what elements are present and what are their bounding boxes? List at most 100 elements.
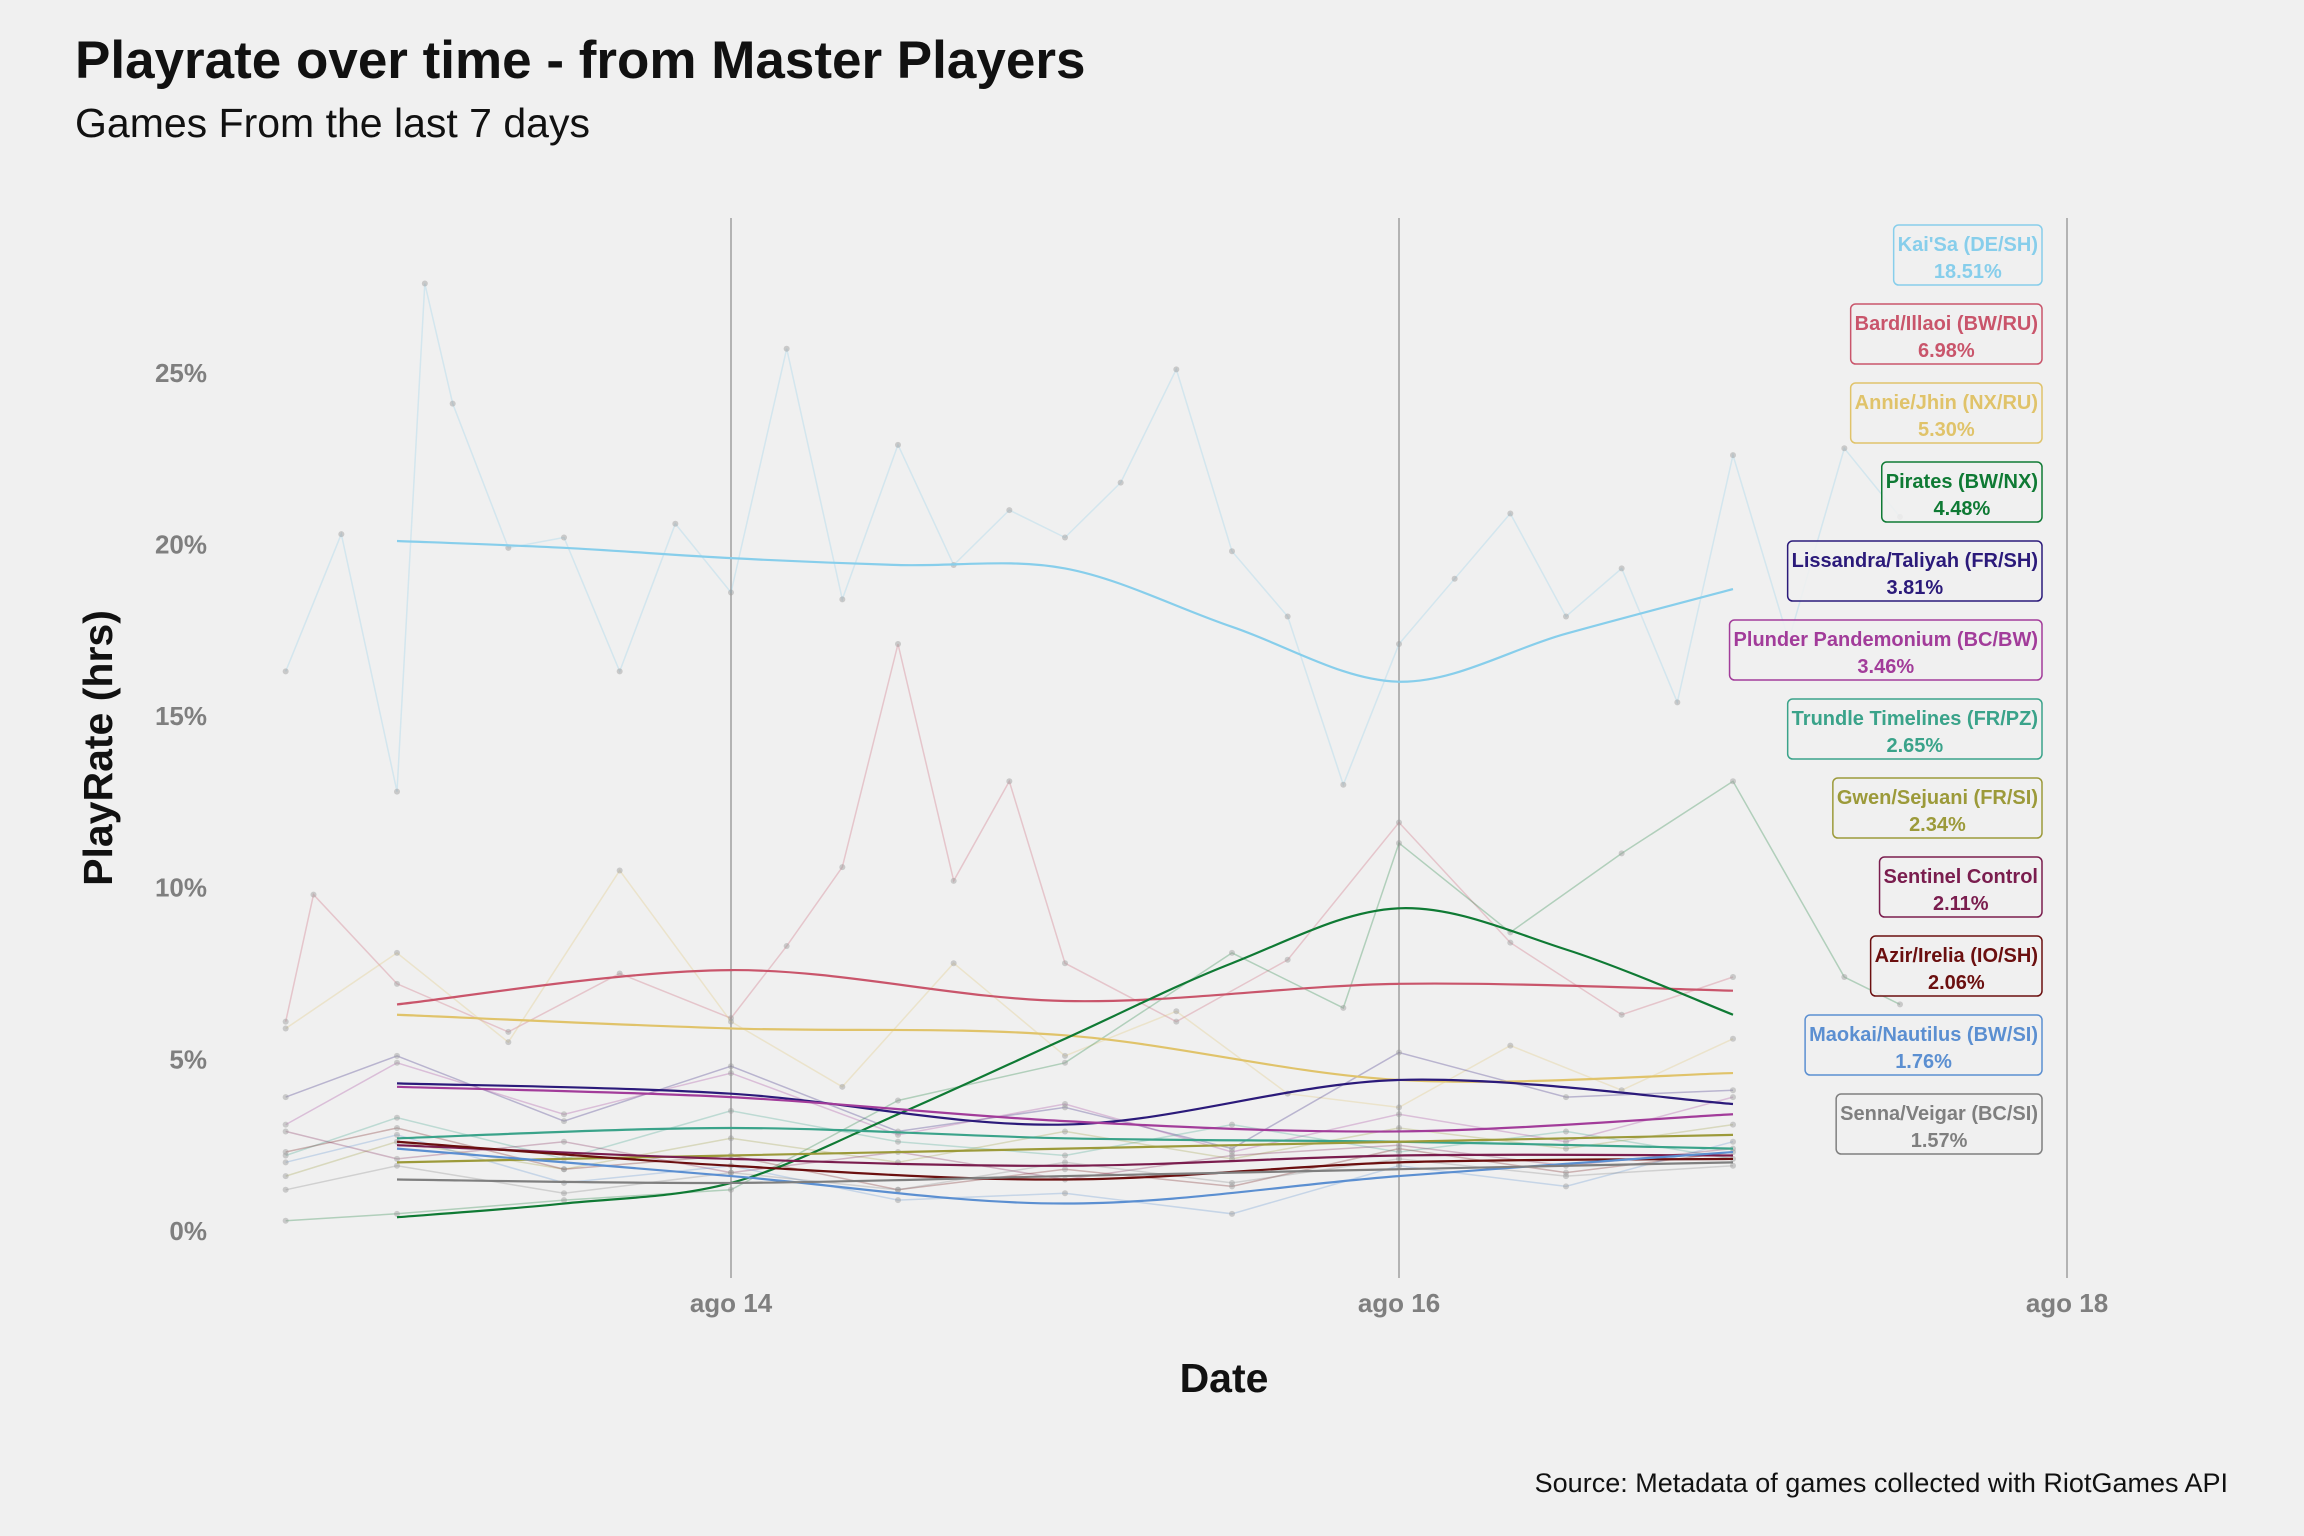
raw-point [728, 1015, 734, 1022]
raw-point [728, 1169, 734, 1176]
raw-point [1062, 1128, 1068, 1135]
raw-point [728, 1070, 734, 1077]
raw-point [1730, 1121, 1736, 1128]
raw-point [449, 400, 456, 407]
raw-point [839, 596, 846, 603]
raw-point [1396, 1149, 1402, 1156]
series-trend-line [396, 907, 1734, 1219]
grid-lines [730, 218, 2068, 1278]
raw-point [895, 1186, 901, 1193]
raw-point [728, 1135, 734, 1142]
series-trend-line [396, 1078, 1734, 1126]
raw-point [1618, 565, 1625, 572]
raw-point [282, 1025, 289, 1032]
raw-point [1173, 1008, 1180, 1015]
series-label: Bard/Illaoi (BW/RU) 6.98% [1849, 303, 2043, 365]
raw-point [1062, 1052, 1068, 1059]
raw-point [1229, 1210, 1235, 1217]
series-label-box [1835, 1093, 2043, 1155]
raw-point [1563, 1128, 1569, 1135]
raw-point [1396, 840, 1402, 847]
raw-series-line [285, 1110, 1734, 1160]
chart-caption: Source: Metadata of games collected with… [1534, 1468, 2228, 1498]
raw-point [1897, 1001, 1903, 1008]
raw-point [561, 1118, 567, 1125]
series-trend-line [396, 1161, 1734, 1185]
smooth-series-layer [396, 539, 1734, 1219]
raw-point [895, 1097, 901, 1104]
series-trend-line [396, 1013, 1734, 1083]
series-label-box [1878, 856, 2043, 918]
raw-point [1730, 452, 1736, 459]
series-trend-line [396, 1144, 1734, 1167]
raw-point [394, 1052, 400, 1059]
raw-point [394, 1125, 400, 1132]
y-tick-label: 15% [155, 701, 207, 731]
series-label-value: 18.51% [1934, 261, 2002, 283]
raw-point [338, 531, 345, 538]
series-label-box [1869, 935, 2043, 997]
raw-point [394, 1131, 400, 1138]
series-label: Plunder Pandemonium (BC/BW) 3.46% [1728, 619, 2043, 681]
raw-point [783, 943, 790, 950]
raw-point [1006, 778, 1013, 785]
series-label-name: Trundle Timelines (FR/PZ) [1792, 708, 2038, 730]
x-tick-label: ago 14 [690, 1288, 773, 1318]
raw-point [1229, 1183, 1235, 1190]
raw-point [616, 867, 623, 874]
series-label-value: 5.30% [1918, 419, 1975, 441]
raw-point [728, 1169, 734, 1176]
x-tick-label: ago 18 [2026, 1288, 2108, 1318]
raw-point [1340, 781, 1347, 788]
raw-point [1451, 575, 1458, 582]
series-label-value: 3.46% [1857, 656, 1914, 678]
raw-point [1563, 1145, 1569, 1152]
raw-point [394, 1114, 400, 1121]
raw-point [1396, 1125, 1402, 1132]
chart-subtitle: Games From the last 7 days [75, 100, 590, 146]
raw-point [1284, 613, 1291, 620]
series-label-box [1804, 1014, 2043, 1076]
raw-point [1173, 366, 1180, 373]
raw-point [505, 1028, 512, 1035]
series-trend-line [396, 1126, 1734, 1150]
series-label: Annie/Jhin (NX/RU) 5.30% [1849, 382, 2043, 444]
series-trend-line [396, 539, 1734, 683]
series-label-box [1832, 777, 2043, 839]
series-label-box [1849, 382, 2043, 444]
series-label-name: Gwen/Sejuani (FR/SI) [1837, 787, 2038, 809]
raw-point [839, 864, 846, 871]
raw-point [561, 1138, 567, 1145]
series-label-value: 2.34% [1909, 814, 1966, 836]
raw-point [1062, 1104, 1068, 1111]
raw-point [1507, 1042, 1514, 1049]
raw-point [1396, 1162, 1402, 1169]
raw-series-line [285, 869, 1734, 1109]
raw-point [783, 345, 790, 352]
series-end-labels: Kai'Sa (DE/SH) 18.51% Bard/Illaoi (BW/RU) 6… [1728, 224, 2043, 1155]
raw-point [1062, 1159, 1068, 1166]
raw-point [282, 1128, 289, 1135]
x-axis-title: Date [1180, 1355, 1269, 1401]
raw-point [1006, 507, 1013, 514]
series-label-box [1892, 224, 2043, 286]
series-label-value: 3.81% [1886, 577, 1943, 599]
raw-point [561, 1166, 567, 1173]
raw-point [1563, 1183, 1569, 1190]
raw-point [672, 520, 679, 527]
raw-point [1396, 1145, 1402, 1152]
raw-point [282, 1121, 289, 1128]
series-label-name: Plunder Pandemonium (BC/BW) [1734, 629, 2038, 651]
series-label-name: Bard/Illaoi (BW/RU) [1855, 313, 2038, 335]
raw-point [282, 1152, 289, 1159]
raw-point [282, 1173, 289, 1180]
raw-point [1730, 1087, 1736, 1094]
raw-point [1229, 1121, 1235, 1128]
series-label: Kai'Sa (DE/SH) 18.51% [1892, 224, 2043, 286]
raw-point [1229, 949, 1235, 956]
y-tick-label: 0% [169, 1216, 207, 1246]
y-tick-label: 5% [169, 1044, 207, 1074]
raw-point [616, 668, 623, 675]
raw-point [1396, 819, 1402, 826]
